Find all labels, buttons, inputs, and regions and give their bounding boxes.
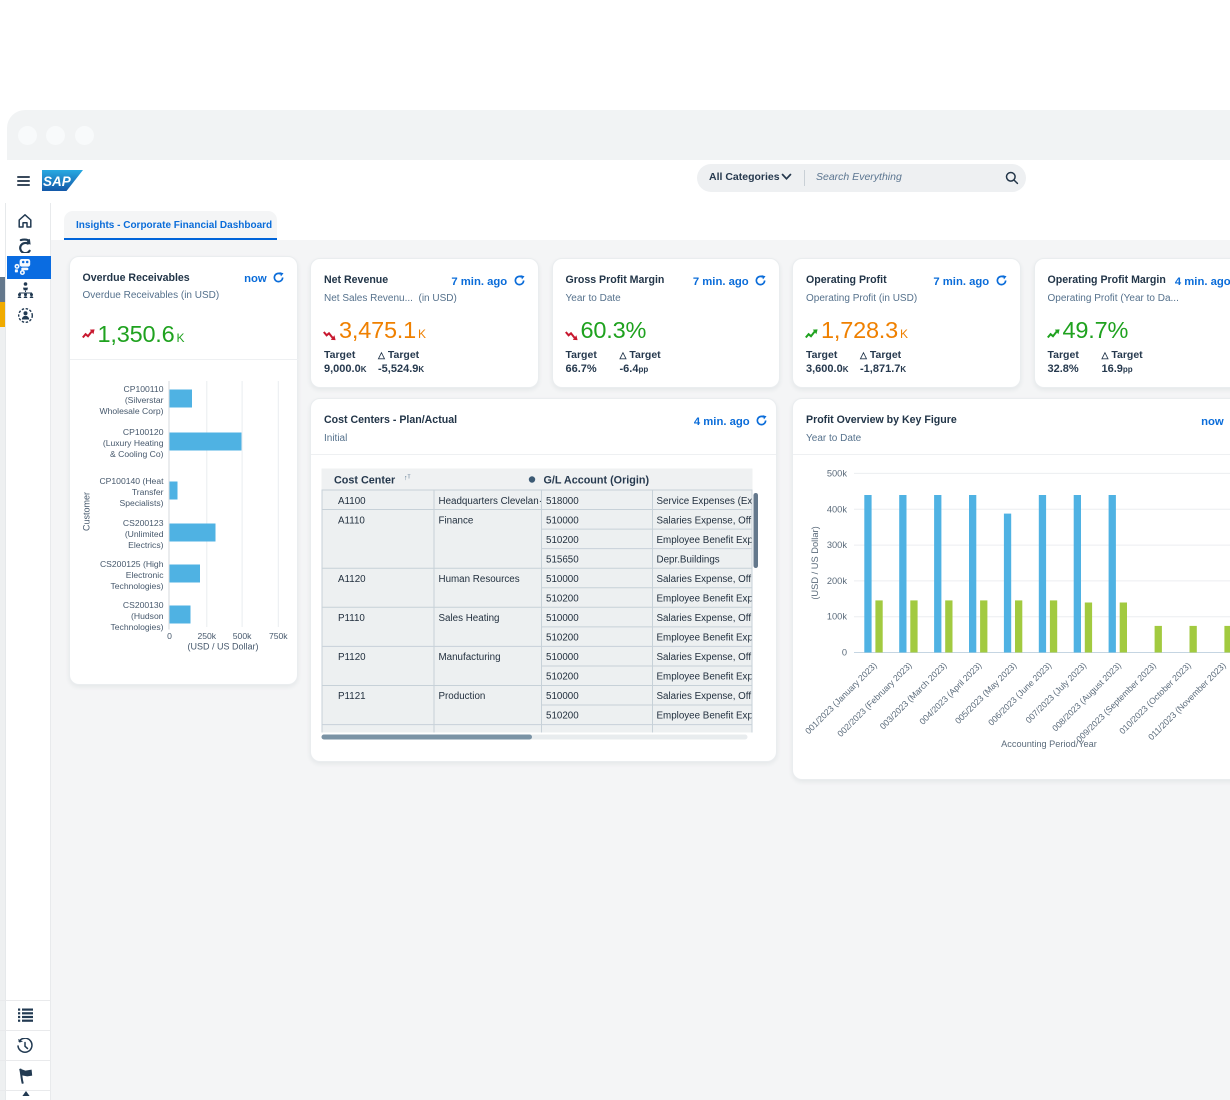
- svg-text:A1120: A1120: [338, 574, 366, 585]
- svg-text:P1121: P1121: [338, 691, 366, 702]
- svg-text:Salaries Expense, Offi: Salaries Expense, Offi: [657, 516, 754, 527]
- svg-text:510200: 510200: [546, 633, 579, 644]
- svg-text:Employee Benefit Exp: Employee Benefit Exp: [657, 672, 754, 683]
- svg-text:& Cooling Co): & Cooling Co): [110, 449, 164, 459]
- svg-text:↑ᵀ: ↑ᵀ: [404, 475, 411, 482]
- svg-text:Employee Benefit Exp: Employee Benefit Exp: [657, 711, 754, 722]
- svg-text:A1100: A1100: [338, 496, 366, 507]
- svg-text:518000: 518000: [546, 496, 579, 507]
- svg-text:515650: 515650: [546, 555, 579, 566]
- svg-text:(Hudson: (Hudson: [131, 611, 164, 621]
- svg-text:Salaries Expense, Offi: Salaries Expense, Offi: [657, 574, 754, 585]
- svg-text:Cost Center: Cost Center: [334, 475, 396, 487]
- svg-text:G/L Account (Origin): G/L Account (Origin): [544, 475, 650, 487]
- svg-text:006/2023 (June 2023): 006/2023 (June 2023): [986, 660, 1053, 727]
- svg-text:004/2023 (April 2023): 004/2023 (April 2023): [917, 660, 983, 726]
- svg-text:400k: 400k: [827, 504, 848, 514]
- svg-text:Human Resources: Human Resources: [439, 574, 520, 585]
- svg-text:CS200130: CS200130: [122, 600, 163, 610]
- svg-text:CP100110: CP100110: [123, 384, 163, 394]
- svg-text:007/2023 (July 2023): 007/2023 (July 2023): [1023, 660, 1088, 725]
- svg-text:Technologies): Technologies): [110, 581, 163, 591]
- svg-text:500k: 500k: [232, 631, 251, 641]
- svg-text:Depr.Buildings: Depr.Buildings: [657, 555, 720, 566]
- svg-text:Manufacturing: Manufacturing: [439, 652, 501, 663]
- svg-text:(USD / US Dollar): (USD / US Dollar): [187, 641, 258, 651]
- svg-text:510000: 510000: [546, 691, 579, 702]
- svg-text:Transfer: Transfer: [131, 487, 163, 497]
- svg-text:P1110: P1110: [338, 613, 365, 624]
- svg-text:Salaries Expense, Offi: Salaries Expense, Offi: [657, 652, 754, 663]
- svg-text:008/2023 (August 2023): 008/2023 (August 2023): [1050, 660, 1123, 733]
- svg-text:Employee Benefit Exp: Employee Benefit Exp: [657, 633, 754, 644]
- svg-text:Finance: Finance: [439, 516, 474, 527]
- svg-text:Employee Benefit Exp: Employee Benefit Exp: [657, 594, 754, 605]
- svg-text:0: 0: [842, 648, 847, 658]
- svg-text:Employee Benefit Exp: Employee Benefit Exp: [657, 535, 754, 546]
- svg-text:(USD / US Dollar): (USD / US Dollar): [810, 526, 820, 599]
- svg-text:510200: 510200: [546, 594, 579, 605]
- svg-text:510200: 510200: [546, 711, 579, 722]
- svg-text:Specialists): Specialists): [119, 498, 163, 508]
- svg-text:Salaries Expense, Offi: Salaries Expense, Offi: [657, 691, 754, 702]
- svg-text:200k: 200k: [827, 576, 848, 586]
- svg-text:Electronic: Electronic: [125, 570, 163, 580]
- svg-text:(Luxury Heating: (Luxury Heating: [102, 438, 163, 448]
- svg-text:250k: 250k: [197, 631, 216, 641]
- svg-text:300k: 300k: [827, 540, 848, 550]
- svg-text:003/2023 (March 2023): 003/2023 (March 2023): [878, 660, 949, 731]
- svg-text:CS200123: CS200123: [122, 518, 163, 528]
- svg-text:Production: Production: [439, 691, 486, 702]
- svg-text:CP100120: CP100120: [122, 427, 163, 437]
- svg-text:500k: 500k: [827, 468, 848, 478]
- svg-text:510000: 510000: [546, 516, 579, 527]
- svg-text:(Unlimited: (Unlimited: [124, 529, 163, 539]
- svg-text:P1120: P1120: [338, 652, 366, 663]
- svg-text:750k: 750k: [268, 631, 287, 641]
- svg-text:Accounting Period/Year: Accounting Period/Year: [1001, 739, 1097, 749]
- svg-text:100k: 100k: [827, 612, 848, 622]
- svg-text:(Silverstar: (Silverstar: [124, 395, 163, 405]
- svg-text:005/2023 (May 2023): 005/2023 (May 2023): [953, 660, 1019, 726]
- svg-text:Service Expenses (Ext: Service Expenses (Ext: [657, 496, 756, 507]
- svg-text:Customer: Customer: [81, 491, 91, 530]
- svg-text:CS200125 (High: CS200125 (High: [99, 559, 163, 569]
- svg-text:Wholesale Corp): Wholesale Corp): [99, 406, 163, 416]
- svg-text:510000: 510000: [546, 574, 579, 585]
- svg-text:510200: 510200: [546, 535, 579, 546]
- svg-text:510000: 510000: [546, 613, 579, 624]
- svg-text:510000: 510000: [546, 652, 579, 663]
- svg-text:510200: 510200: [546, 672, 579, 683]
- svg-text:A1110: A1110: [338, 516, 365, 527]
- svg-text:SAP: SAP: [43, 174, 72, 189]
- svg-text:Electrics): Electrics): [128, 540, 163, 550]
- svg-text:Salaries Expense, Offi: Salaries Expense, Offi: [657, 613, 754, 624]
- svg-text:0: 0: [167, 631, 172, 641]
- svg-text:Headquarters Clevelan·: Headquarters Clevelan·: [439, 496, 542, 507]
- svg-text:CP100140 (Heat: CP100140 (Heat: [99, 476, 164, 486]
- svg-text:Sales Heating: Sales Heating: [439, 613, 500, 624]
- svg-text:Technologies): Technologies): [110, 622, 163, 632]
